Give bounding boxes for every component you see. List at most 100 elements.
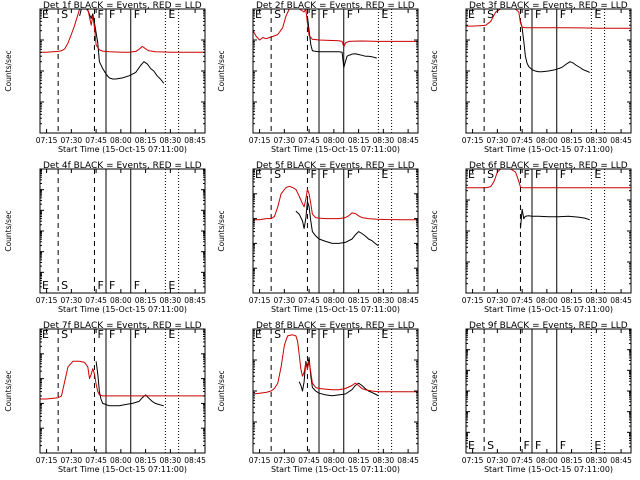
x-tick-label: 08:30 xyxy=(586,136,608,145)
marker-label: F xyxy=(347,328,353,341)
marker-label: E xyxy=(42,328,49,341)
y-axis-label: Counts/sec xyxy=(217,210,226,251)
x-tick-label: 08:45 xyxy=(184,296,206,305)
marker-label: S xyxy=(487,168,494,181)
x-tick-label: 07:30 xyxy=(274,456,296,465)
x-tick-label: 07:45 xyxy=(511,456,533,465)
x-tick-label: 08:00 xyxy=(323,136,345,145)
x-tick-label: 08:00 xyxy=(323,456,345,465)
marker-label: F xyxy=(560,8,566,21)
marker-label: S xyxy=(274,168,281,181)
x-tick-label: 08:45 xyxy=(397,456,419,465)
panel-det-2: E S F F F E07:15 07:30 07:45 08:00 08:15 08:30 08:4… xyxy=(217,1,419,154)
marker-label: S xyxy=(61,279,68,292)
x-axis-label: Start Time (15-Oct-15 07:11:00) xyxy=(484,145,613,154)
x-axis-label: Start Time (15-Oct-15 07:11:00) xyxy=(58,145,187,154)
marker-label: E xyxy=(468,439,475,452)
series-lld-line xyxy=(466,169,631,189)
x-tick-label: 08:45 xyxy=(184,136,206,145)
y-axis-label: Counts/sec xyxy=(4,370,13,411)
panel-title: Det 9f BLACK = Events, RED = LLD xyxy=(469,321,628,331)
marker-label: F xyxy=(322,168,328,181)
panel-det-7: E S F F F E07:15 07:30 07:45 08:00 08:15 08:30 08:4… xyxy=(4,321,206,474)
marker-label: F xyxy=(134,8,140,21)
marker-label: F xyxy=(109,328,115,341)
series-group xyxy=(253,185,418,247)
x-tick-label: 07:15 xyxy=(249,136,271,145)
x-tick-label: 08:00 xyxy=(110,296,132,305)
marker-label: E xyxy=(381,328,388,341)
marker-label: F xyxy=(134,279,140,292)
x-axis-label: Start Time (15-Oct-15 07:11:00) xyxy=(271,305,400,314)
x-tick-label: 07:30 xyxy=(274,136,296,145)
marker-label: S xyxy=(487,439,494,452)
marker-label: F xyxy=(97,8,103,21)
x-tick-label: 08:15 xyxy=(135,296,157,305)
marker-label: S xyxy=(274,328,281,341)
marker-label: F xyxy=(347,8,353,21)
x-tick-label: 08:45 xyxy=(397,136,419,145)
series-events-line xyxy=(520,21,590,73)
panel-det-4: E S F F F E07:15 07:30 07:45 08:00 08:15 08:30 08:4… xyxy=(4,161,206,314)
panel-title: Det 1f BLACK = Events, RED = LLD xyxy=(43,1,202,11)
x-tick-label: 07:45 xyxy=(298,456,320,465)
marker-label: F xyxy=(535,168,541,181)
marker-label: F xyxy=(523,439,529,452)
x-tick-label: 08:00 xyxy=(323,296,345,305)
x-axis-label: Start Time (15-Oct-15 07:11:00) xyxy=(271,145,400,154)
panel-det-3: E S F F F E07:15 07:30 07:45 08:00 08:15 08:30 08:4… xyxy=(430,1,632,154)
marker-label: F xyxy=(109,279,115,292)
x-tick-label: 07:30 xyxy=(487,136,509,145)
x-tick-label: 07:15 xyxy=(249,456,271,465)
marker-label: F xyxy=(97,328,103,341)
marker-label: F xyxy=(109,8,115,21)
plot-frame xyxy=(252,168,419,294)
x-tick-label: 08:00 xyxy=(110,136,132,145)
plot-frame xyxy=(465,328,632,454)
y-axis-label: Counts/sec xyxy=(4,210,13,251)
x-axis-label: Start Time (15-Oct-15 07:11:00) xyxy=(58,465,187,474)
panel-title: Det 4f BLACK = Events, RED = LLD xyxy=(43,161,202,171)
marker-label: F xyxy=(97,279,103,292)
marker-label: F xyxy=(523,168,529,181)
marker-label: E xyxy=(168,8,175,21)
panel-det-6: E S F F F E07:15 07:30 07:45 08:00 08:15 08:30 08:4… xyxy=(430,161,632,314)
marker-label: E xyxy=(42,8,49,21)
series-events-line xyxy=(95,361,164,407)
x-tick-label: 08:15 xyxy=(561,296,583,305)
x-tick-label: 07:30 xyxy=(61,136,83,145)
marker-label: E xyxy=(468,8,475,21)
x-tick-label: 07:45 xyxy=(85,296,107,305)
marker-label: E xyxy=(594,439,601,452)
x-tick-label: 08:00 xyxy=(536,296,558,305)
x-axis-label: Start Time (15-Oct-15 07:11:00) xyxy=(484,465,613,474)
x-tick-label: 08:45 xyxy=(610,456,632,465)
series-group xyxy=(253,9,418,68)
x-tick-label: 07:15 xyxy=(462,136,484,145)
panel-det-5: E S F F F E07:15 07:30 07:45 08:00 08:15 08:30 08:4… xyxy=(217,161,419,314)
y-axis-label: Counts/sec xyxy=(430,210,439,251)
x-tick-label: 08:45 xyxy=(397,296,419,305)
x-tick-label: 08:45 xyxy=(610,296,632,305)
marker-label: F xyxy=(310,328,316,341)
panel-det-8: E S F F F E07:15 07:30 07:45 08:00 08:15 08:30 08:4… xyxy=(217,321,419,474)
x-tick-label: 08:30 xyxy=(373,296,395,305)
x-tick-label: 07:15 xyxy=(36,296,58,305)
x-tick-label: 08:30 xyxy=(373,456,395,465)
series-events-line xyxy=(295,200,379,247)
marker-label: F xyxy=(134,328,140,341)
x-tick-label: 08:30 xyxy=(373,136,395,145)
series-events-line xyxy=(520,208,590,229)
x-tick-label: 08:30 xyxy=(586,456,608,465)
x-tick-label: 07:30 xyxy=(487,456,509,465)
x-tick-label: 07:15 xyxy=(249,296,271,305)
x-tick-label: 08:30 xyxy=(160,136,182,145)
marker-label: E xyxy=(255,8,262,21)
x-tick-label: 07:45 xyxy=(85,456,107,465)
x-tick-label: 07:30 xyxy=(61,456,83,465)
marker-label: E xyxy=(594,168,601,181)
x-tick-label: 08:15 xyxy=(561,456,583,465)
x-tick-label: 07:45 xyxy=(511,136,533,145)
series-lld-line xyxy=(40,9,205,53)
